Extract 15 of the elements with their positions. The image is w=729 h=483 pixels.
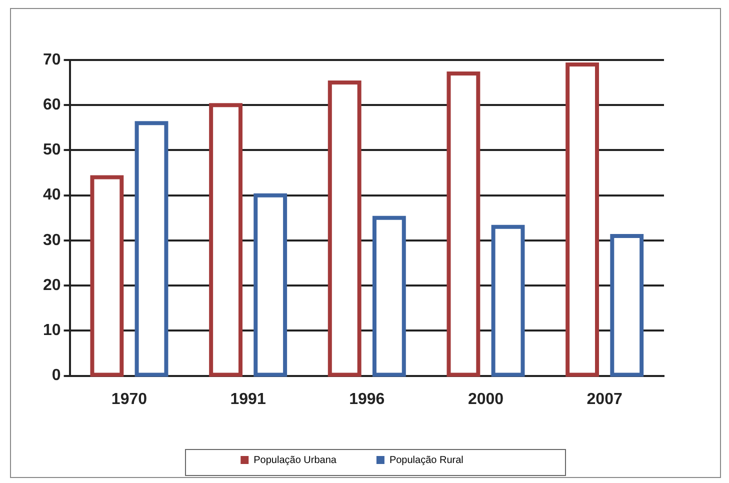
x-tick-label: 1970 <box>111 390 148 408</box>
x-tick-label: 2007 <box>586 390 622 408</box>
y-tick-label: 20 <box>43 276 61 294</box>
y-tick-label: 60 <box>43 96 61 114</box>
x-tick-label: 1991 <box>230 390 266 408</box>
y-tick-label: 40 <box>43 186 61 204</box>
y-tick-label: 30 <box>43 232 61 249</box>
x-tick-label: 2000 <box>468 390 504 408</box>
y-tick-label: 50 <box>43 142 61 159</box>
y-tick-label: 10 <box>43 322 61 340</box>
y-tick-label: 0 <box>52 367 61 384</box>
x-tick-label: 1996 <box>349 390 385 408</box>
legend-label: População Urbana <box>254 454 337 466</box>
y-tick-label: 70 <box>43 51 61 68</box>
legend-label: População Rural <box>389 454 464 466</box>
